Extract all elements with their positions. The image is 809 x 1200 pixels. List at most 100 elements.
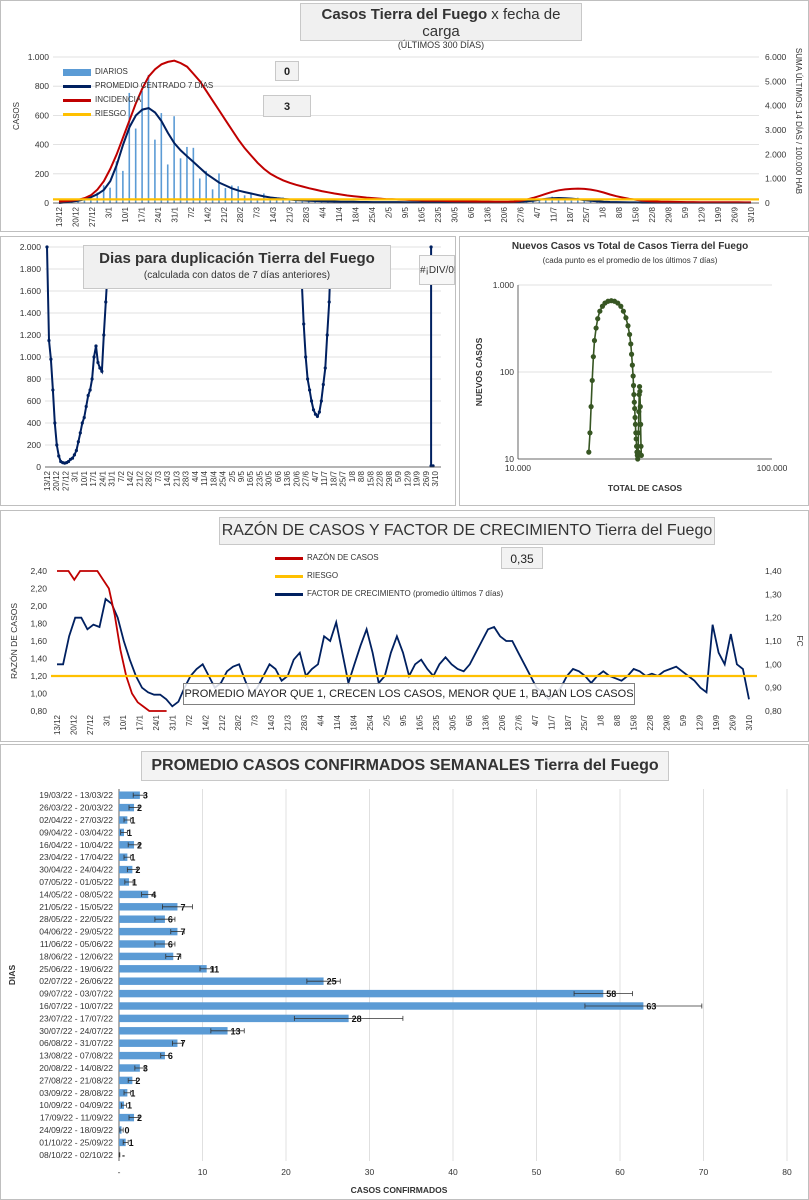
casos-xtick: 11/4 [335,206,344,222]
scatter-point [629,362,635,368]
scatter-point [587,430,593,436]
y-tick: 1.600 [20,286,42,296]
scatter-point [597,308,603,314]
bar [119,1076,133,1085]
x-axis-label: CASOS CONFIRMADOS [351,1185,448,1195]
dup-xtick: 19/9 [413,470,422,486]
casos-xtick: 27/12 [88,206,97,227]
dup-xtick: 10/1 [80,470,89,486]
bar-diarios [122,170,124,203]
razon-xtick: 18/4 [350,714,359,730]
y-tick-left: 1,20 [30,671,47,681]
casos-xtick: 17/1 [137,206,146,222]
bar-diarios [134,128,137,203]
casos-xtick: 3/10 [747,206,756,222]
razon-xtick: 27/12 [86,714,95,735]
casos-xtick: 28/3 [302,206,311,222]
point-duplicacion [304,355,308,359]
chart-razon-title-box: RAZÓN DE CASOS Y FACTOR DE CRECIMIENTO T… [219,517,715,545]
scatter-point [628,341,634,347]
category-label: 14/05/22 - 08/05/22 [39,889,113,899]
dup-xtick: 2/5 [228,470,237,482]
x-tick: 40 [448,1167,458,1177]
bar [119,1138,126,1147]
div-error-label: #¡DIV/0! [419,255,455,285]
razon-xtick: 22/8 [646,714,655,730]
casos-xtick: 5/9 [681,206,690,218]
legend-item-razon: RAZÓN DE CASOS [275,549,503,567]
scatter-point [632,421,639,427]
scatter-point [630,373,636,379]
point-duplicacion [96,360,100,365]
point-duplicacion [317,410,321,414]
scatter-point [595,316,601,322]
razon-xtick: 2/5 [383,714,392,726]
scatter-point [586,449,592,455]
line-razon [57,570,167,712]
casos-xtick: 13/6 [483,206,492,222]
y-tick: 600 [27,396,41,406]
point-duplicacion [88,388,92,392]
razon-xtick: 10/1 [119,714,128,730]
razon-xtick: 21/2 [218,714,227,730]
scatter-point [636,383,643,390]
bar [119,940,165,948]
dup-xtick: 13/6 [283,470,292,486]
dup-xtick: 13/12 [43,470,52,491]
casos-xtick: 16/5 [417,206,426,222]
y-axis-label: DIAS [7,965,17,986]
chart-title: Nuevos Casos vs Total de Casos Tierra de… [512,241,748,252]
razon-xtick: 19/9 [712,714,721,730]
scatter-point [589,377,595,384]
bar [119,841,135,849]
point-duplicacion [76,440,80,444]
dup-xtick: 3/10 [431,470,440,486]
point-duplicacion [72,453,77,457]
dup-xtick: 5/9 [394,470,403,482]
legend-swatch-riesgo-razon [275,574,303,578]
bar [119,952,174,961]
data-label: 1 [130,1088,135,1098]
category-label: 04/06/22 - 29/05/22 [39,927,113,937]
casos-xtick: 18/7 [566,206,575,222]
scatter-point [638,452,644,458]
data-label: 7 [180,902,185,912]
category-label: 30/04/22 - 24/04/22 [39,865,113,875]
bar-diarios [128,92,131,203]
chart-casos-subtitle: (ÚLTIMOS 300 DÍAS) [397,40,485,50]
chart-panel-nuevos-vs-total: Nuevos Casos vs Total de Casos Tierra de… [459,236,809,506]
category-label: 16/04/22 - 10/04/22 [39,840,113,850]
category-label: 11/06/22 - 05/06/22 [40,939,113,949]
data-label: 6 [168,915,173,925]
data-label: 63 [646,1002,656,1012]
scatter-point [625,323,631,329]
casos-xtick: 2/5 [385,206,394,218]
y-tick: 10 [505,454,515,464]
category-label: 08/10/22 - 02/10/22 [39,1150,113,1160]
chart-casos-title-rest: x fecha de carga [422,6,561,40]
point-duplicacion [306,377,310,381]
y-tick-left: 600 [35,110,49,120]
line-factor [57,597,750,708]
data-label: 1 [127,1101,132,1111]
casos-xtick: 12/9 [698,206,707,222]
dup-xtick: 12/9 [403,470,412,486]
data-label: 11 [210,964,220,974]
data-label: 6 [168,940,173,950]
point-duplicacion [311,408,316,412]
data-label: 2 [135,1076,140,1086]
y-tick-right: 6.000 [765,52,787,62]
dup-xtick: 28/3 [182,470,191,486]
point-duplicacion [86,393,90,398]
y-tick-right: 1,20 [765,613,782,623]
casos-xtick: 25/4 [368,206,377,222]
razon-xtick: 4/4 [317,714,326,726]
scatter-point [635,430,642,436]
razon-xtick: 23/5 [432,714,441,730]
y-tick-left: 2,20 [30,584,47,594]
point-duplicacion [80,421,84,425]
bar-diarios [263,193,265,203]
point-duplicacion [327,300,331,304]
casos-xtick: 20/12 [71,206,80,227]
bar [119,1039,178,1047]
